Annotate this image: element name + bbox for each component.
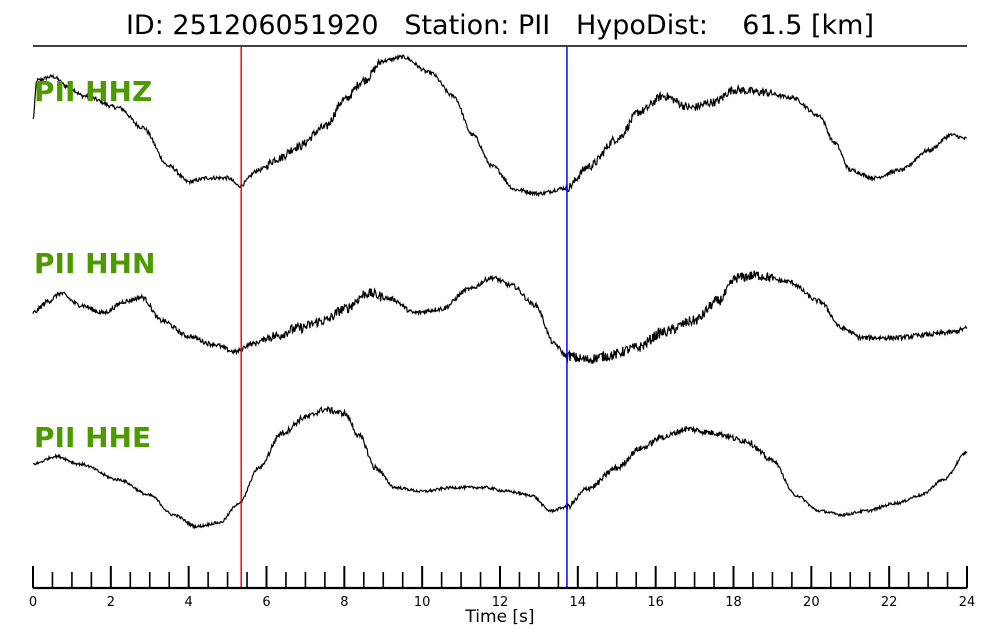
x-tick-label: 8 — [340, 595, 348, 610]
channel-label-hhz: PII HHZ — [34, 75, 152, 108]
x-tick-label: 10 — [414, 595, 431, 610]
hypodist-value: 61.5 — [742, 10, 803, 41]
time-axis: 0 2 4 6 8 10 12 14 16 18 20 22 24 — [29, 566, 975, 610]
x-tick-label: 22 — [881, 595, 898, 610]
x-tick-label: 4 — [185, 595, 193, 610]
hypodist-unit: [km] — [811, 10, 875, 41]
x-tick-label: 20 — [803, 595, 820, 610]
channel-labels-group: PII HHZ PII HHN PII HHE — [34, 75, 155, 454]
station-label: Station: — [404, 10, 510, 41]
trace-hhn — [32, 270, 968, 364]
event-id: 251206051920 — [172, 10, 379, 41]
x-tick-label: 16 — [647, 595, 664, 610]
channel-label-hhe: PII HHE — [34, 421, 151, 454]
trace-hhe — [32, 406, 968, 530]
x-tick-label: 6 — [262, 595, 270, 610]
x-tick-label: 12 — [492, 595, 509, 610]
x-tick-label: 14 — [570, 595, 587, 610]
channel-label-hhn: PII HHN — [34, 247, 155, 280]
id-label: ID: — [125, 10, 164, 41]
trace-hhz — [32, 53, 968, 198]
x-tick-label: 18 — [725, 595, 742, 610]
station-code: PII — [518, 10, 551, 41]
x-axis-label: Time [s] — [464, 607, 534, 627]
traces-group — [32, 53, 968, 530]
picks-group — [240, 47, 568, 588]
x-tick-label: 0 — [29, 595, 37, 610]
hypodist-label: HypoDist: — [575, 10, 708, 41]
plot-title: ID: 251206051920 Station: PII HypoDist: … — [0, 10, 1000, 41]
x-tick-label: 2 — [107, 595, 115, 610]
x-tick-label: 24 — [959, 595, 976, 610]
